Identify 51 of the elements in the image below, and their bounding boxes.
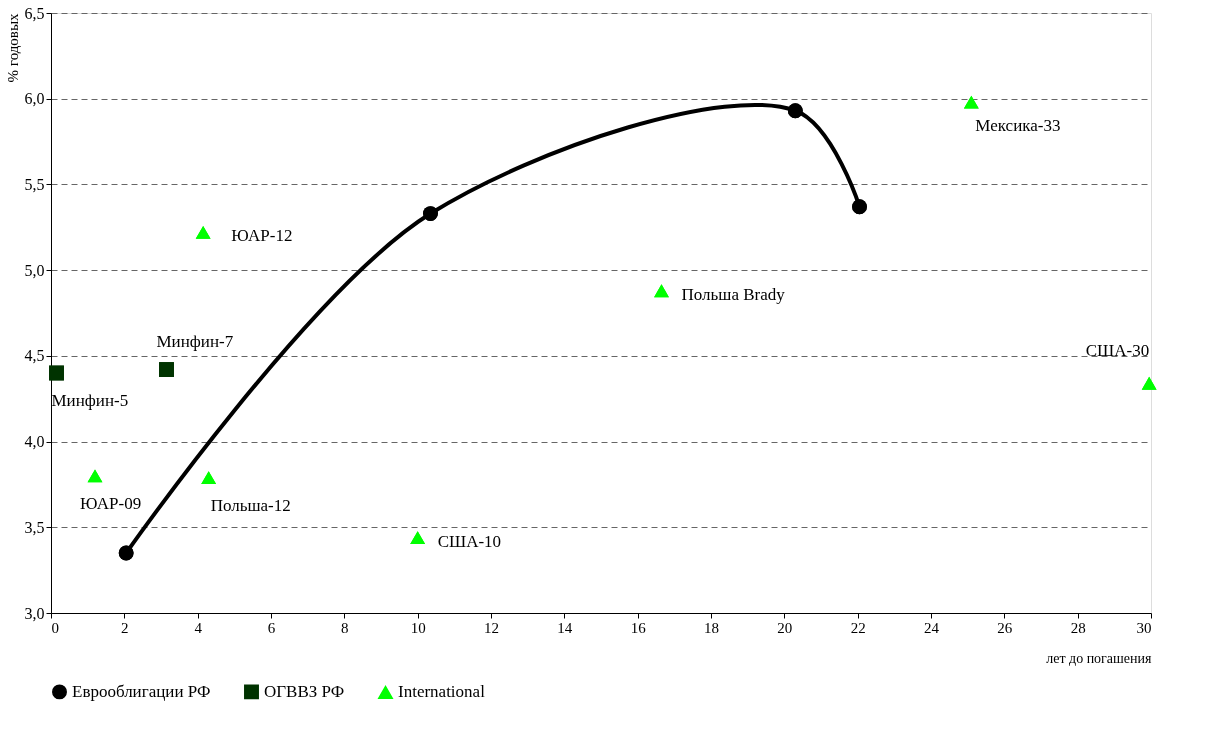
point (963, 95, 979, 109)
point (87, 469, 103, 483)
x-tick-label: 28 (1070, 619, 1086, 636)
annotation: ЮАР-12 (231, 226, 293, 246)
annotation: США-10 (437, 531, 502, 551)
point (195, 226, 211, 239)
x-tick-label: 6 (267, 619, 276, 636)
point (423, 206, 438, 221)
point (118, 545, 134, 561)
legend-label: ОГВВЗ РФ (264, 681, 345, 701)
x-tick-label: 18 (704, 619, 719, 636)
x-tick-label: 30 (1136, 619, 1152, 636)
legend-label: International (398, 682, 486, 702)
x-tick-label: 26 (997, 619, 1013, 636)
x-tick-label: 20 (777, 619, 793, 636)
point (49, 365, 64, 381)
x-tick-label: 8 (341, 619, 349, 636)
y-tick-label: 6,0 (24, 90, 45, 108)
annotation: ЮАР-09 (80, 493, 142, 513)
annotation: Польша-12 (210, 495, 291, 515)
point (1141, 376, 1157, 390)
x-tick-label: 12 (484, 619, 499, 636)
y-tick-label: 5,5 (24, 175, 45, 193)
point (410, 531, 426, 544)
y-tick-label: 4,5 (24, 347, 45, 365)
x-axis-title: лет до погашения (1046, 650, 1153, 666)
point (159, 362, 174, 377)
y-tick-label: 4,0 (24, 433, 45, 451)
x-tick-label: 2 (121, 619, 129, 636)
annotation: Минфин-7 (156, 331, 234, 351)
x-tick-label: 22 (850, 619, 866, 636)
x-tick-label: 0 (51, 619, 59, 636)
y-tick-label: 5,0 (24, 261, 45, 279)
annotation: США-30 (1085, 341, 1150, 361)
point (852, 199, 867, 215)
annotation: Минфин-5 (51, 391, 129, 410)
point (201, 471, 217, 484)
point (654, 284, 669, 298)
point (787, 103, 803, 119)
legend-label: Еврооблигации РФ (72, 681, 211, 701)
x-tick-label: 14 (557, 619, 573, 636)
y-axis-title: % годовых (4, 13, 21, 83)
annotation: Польша Brady (681, 284, 786, 304)
x-tick-label: 24 (924, 619, 940, 636)
y-tick-label: 6,5 (24, 4, 45, 22)
x-tick-label: 4 (194, 619, 203, 636)
y-tick-label: 3,0 (24, 604, 45, 622)
annotation: Мексика-33 (975, 116, 1061, 136)
x-tick-label: 16 (630, 619, 647, 636)
y-tick-label: 3,5 (24, 518, 45, 536)
x-tick-label: 10 (410, 619, 426, 636)
